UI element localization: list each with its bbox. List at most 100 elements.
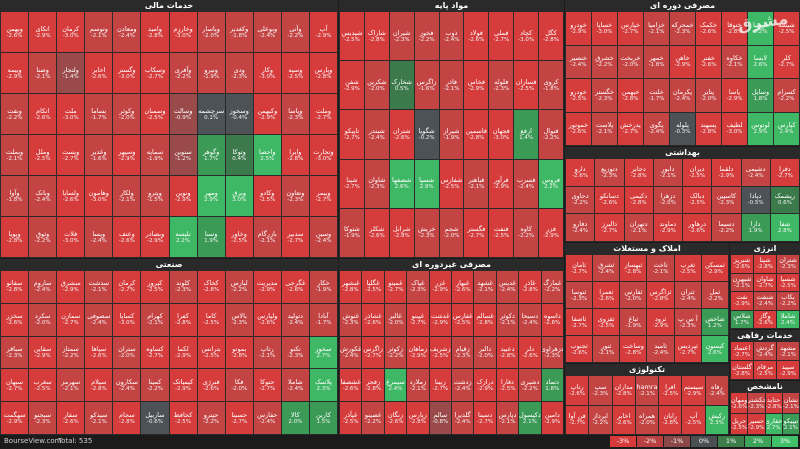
stock-tile[interactable]: وسالت -0.9% — [169, 94, 197, 134]
stock-tile[interactable]: ودی -2.3% — [225, 53, 253, 93]
stock-tile[interactable]: غاذر -2.8% — [519, 271, 541, 303]
stock-tile[interactable]: سغرب -2.5% — [29, 369, 57, 402]
stock-tile[interactable]: سالم -0.8% — [429, 402, 451, 434]
stock-tile[interactable]: وکادو -2.5% — [253, 176, 281, 216]
stock-tile[interactable]: وپست -2.7% — [57, 135, 85, 175]
stock-tile[interactable]: دعبید -2.8% — [496, 336, 519, 369]
stock-tile[interactable]: وتعاون -2.3% — [281, 176, 309, 216]
stock-tile[interactable]: فرآور -2.9% — [489, 159, 514, 208]
stock-tile[interactable]: اپرداز -2.2% — [589, 405, 612, 434]
stock-tile[interactable]: خموتور -2.6% — [566, 112, 591, 145]
stock-tile[interactable]: شپدیس -2.5% — [340, 12, 364, 61]
stock-tile[interactable]: سیدکو -2.1% — [85, 402, 113, 434]
stock-tile[interactable]: اتکام -2.6% — [29, 94, 57, 134]
stock-tile[interactable]: شیران -2.3% — [389, 12, 414, 61]
stock-tile[interactable]: مداران -2.8% — [612, 376, 635, 405]
stock-tile[interactable]: وخارزم -3.0% — [169, 12, 197, 52]
stock-tile[interactable]: فروس 2.2% — [539, 159, 563, 208]
stock-tile[interactable]: سیمرغ 2.4% — [384, 369, 407, 402]
stock-tile[interactable]: داسوه -2.6% — [541, 303, 563, 336]
stock-tile[interactable]: کفرا -2.8% — [169, 303, 197, 336]
stock-tile[interactable]: خکمک -2.6% — [696, 12, 721, 45]
stock-tile[interactable]: دپادا -0.5% — [741, 186, 770, 214]
stock-tile[interactable]: غسالم -2.8% — [474, 303, 496, 336]
stock-tile[interactable]: سفار -2.6% — [57, 402, 85, 434]
stock-tile[interactable]: کگل -2.8% — [539, 12, 563, 61]
stock-tile[interactable]: دسینا -2.7% — [474, 402, 496, 434]
stock-tile[interactable]: ونوین -2.9% — [169, 176, 197, 216]
stock-tile[interactable]: دزهراوی -2.3% — [541, 336, 563, 369]
stock-tile[interactable]: فخوز -2.2% — [414, 12, 439, 61]
stock-tile[interactable]: ثامید -2.4% — [647, 336, 674, 362]
stock-tile[interactable]: وپسا -2.4% — [85, 217, 113, 257]
stock-tile[interactable]: ستران -2.0% — [113, 336, 141, 369]
stock-tile[interactable]: دالبرز -2.7% — [595, 214, 624, 241]
stock-tile[interactable]: حفارس -2.4% — [253, 402, 281, 434]
stock-tile[interactable]: کلوند -2.3% — [169, 271, 197, 303]
stock-tile[interactable]: وتجارت -3.0% — [309, 135, 337, 175]
stock-tile[interactable]: فگستر -2.7% — [464, 208, 489, 257]
stock-tile[interactable]: سیلام -2.8% — [85, 369, 113, 402]
stock-tile[interactable]: شفا 2.8% — [770, 214, 799, 241]
stock-tile[interactable]: اخابر -2.6% — [612, 405, 635, 434]
stock-tile[interactable]: دسانکو -2.6% — [595, 186, 624, 214]
stock-tile[interactable]: حسینا -2.7% — [225, 402, 253, 434]
stock-tile[interactable]: غدیس -2.4% — [496, 271, 519, 303]
stock-tile[interactable]: شاراک -2.8% — [364, 12, 389, 61]
stock-tile[interactable]: وایرا -2.8% — [281, 135, 309, 175]
stock-tile[interactable]: دماوند -2.9% — [653, 214, 682, 241]
stock-tile[interactable]: ومهر 2.9% — [197, 176, 225, 216]
stock-tile[interactable]: زپارس -2.8% — [407, 402, 429, 434]
stock-tile[interactable]: سخوز 2.7% — [309, 336, 337, 369]
stock-tile[interactable]: سمتاز -2.2% — [57, 336, 85, 369]
stock-tile[interactable]: کخاک -2.8% — [197, 271, 225, 303]
stock-tile[interactable]: زشریف -2.5% — [429, 336, 451, 369]
stock-tile[interactable]: رکیش 2.3% — [705, 405, 728, 434]
stock-tile[interactable]: سکارون -2.4% — [113, 369, 141, 402]
stock-tile[interactable]: دفرا -2.7% — [770, 159, 799, 186]
stock-tile[interactable]: مرقام -2.5% — [754, 361, 776, 379]
stock-tile[interactable]: پلاست -2.1% — [592, 112, 617, 145]
stock-tile[interactable]: شکربن -2.0% — [364, 61, 389, 110]
stock-tile[interactable]: غزر -2.9% — [429, 271, 451, 303]
stock-tile[interactable]: وپارس -2.8% — [309, 53, 337, 93]
stock-tile[interactable]: ثغرب -2.5% — [674, 255, 701, 281]
stock-tile[interactable]: فنوال -2.2% — [539, 110, 563, 159]
stock-tile[interactable]: وسکاب -2.7% — [141, 53, 169, 93]
stock-tile[interactable]: شتوکا -1.9% — [340, 208, 364, 257]
stock-tile[interactable]: فاسمین -2.8% — [464, 110, 489, 159]
stock-tile[interactable]: وبیمه -2.9% — [1, 53, 29, 93]
stock-tile[interactable]: لپارس -2.2% — [225, 271, 253, 303]
stock-tile[interactable]: شکلر -2.6% — [364, 208, 389, 257]
stock-tile[interactable]: لطیف -3.0% — [722, 112, 747, 145]
stock-tile[interactable]: وگاز -2.6% — [754, 310, 776, 328]
stock-tile[interactable]: غگرجی -2.6% — [281, 271, 309, 303]
stock-tile[interactable]: همراه -2.0% — [635, 405, 659, 434]
stock-tile[interactable]: سقاین -2.9% — [29, 336, 57, 369]
stock-tile[interactable]: ذوب -2.4% — [439, 12, 464, 61]
stock-tile[interactable]: سبجنو -2.3% — [29, 402, 57, 434]
stock-tile[interactable]: کمینا -2.2% — [141, 369, 169, 402]
stock-tile[interactable]: شسپا 2.9% — [414, 159, 439, 208]
stock-tile[interactable]: سدبیر -2.7% — [281, 217, 309, 257]
stock-tile[interactable]: ثبهساز -2.8% — [620, 255, 647, 281]
stock-tile[interactable]: فخاس -2.9% — [464, 61, 489, 110]
stock-tile[interactable]: دالبر -2.0% — [474, 336, 496, 369]
stock-tile[interactable]: سکرد -2.0% — [29, 303, 57, 336]
stock-tile[interactable]: غشهد -2.1% — [474, 271, 496, 303]
stock-tile[interactable]: ولپارس -2.6% — [253, 303, 281, 336]
stock-tile[interactable]: وساخت -2.8% — [620, 336, 647, 362]
stock-tile[interactable]: دفارا -2.5% — [496, 369, 519, 402]
stock-tile[interactable]: ثاصفا -2.7% — [566, 309, 593, 335]
stock-tile[interactable]: آپ -2.5% — [682, 405, 705, 434]
stock-tile[interactable]: ومهان -2.6% — [731, 393, 748, 413]
stock-tile[interactable]: زکوثر -2.2% — [384, 336, 407, 369]
stock-tile[interactable]: دفارو -2.4% — [566, 214, 595, 241]
stock-tile[interactable]: دکیمی -2.8% — [624, 186, 653, 214]
stock-tile[interactable]: وبملت -2.1% — [1, 135, 29, 175]
stock-tile[interactable]: وسین -2.4% — [309, 217, 337, 257]
stock-tile[interactable]: خبهمن -2.8% — [618, 79, 643, 112]
stock-tile[interactable]: شگویا -0.2% — [414, 110, 439, 159]
stock-tile[interactable]: وکبهمن -2.9% — [253, 94, 281, 134]
stock-tile[interactable]: سباقر -2.3% — [1, 336, 29, 369]
